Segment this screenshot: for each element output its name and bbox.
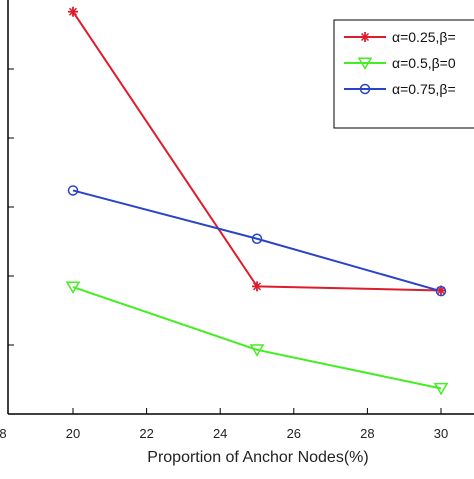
series-line bbox=[72, 189, 442, 293]
data-point bbox=[360, 32, 370, 42]
series-line bbox=[72, 286, 442, 390]
x-tick-label: 30 bbox=[434, 426, 448, 441]
x-tick-label: 20 bbox=[66, 426, 80, 441]
data-point bbox=[67, 185, 79, 196]
series-markers bbox=[65, 6, 449, 396]
data-point bbox=[65, 281, 81, 294]
x-tick-label: 28 bbox=[360, 426, 374, 441]
data-point bbox=[252, 281, 262, 292]
legend-label: α=0.75,β= bbox=[392, 81, 456, 97]
data-point bbox=[357, 57, 373, 70]
data-point bbox=[68, 6, 78, 17]
legend-label: α=0.5,β=0 bbox=[392, 55, 456, 71]
x-axis-label: Proportion of Anchor Nodes(%) bbox=[147, 449, 368, 466]
axis-ticks: 18 20 22 24 26 28 30 bbox=[0, 68, 448, 441]
legend: α=0.25,β= α=0.5,β=0 α=0.75,β= bbox=[333, 19, 474, 129]
x-tick-label: 24 bbox=[213, 426, 227, 441]
data-point bbox=[433, 382, 449, 396]
x-tick-label: 22 bbox=[139, 426, 153, 441]
data-point bbox=[251, 233, 263, 244]
x-tick-label: 18 bbox=[0, 426, 7, 441]
data-point bbox=[359, 83, 371, 95]
x-tick-label: 26 bbox=[287, 426, 301, 441]
legend-label: α=0.25,β= bbox=[392, 29, 456, 45]
data-point bbox=[249, 344, 265, 357]
data-point bbox=[435, 285, 447, 297]
